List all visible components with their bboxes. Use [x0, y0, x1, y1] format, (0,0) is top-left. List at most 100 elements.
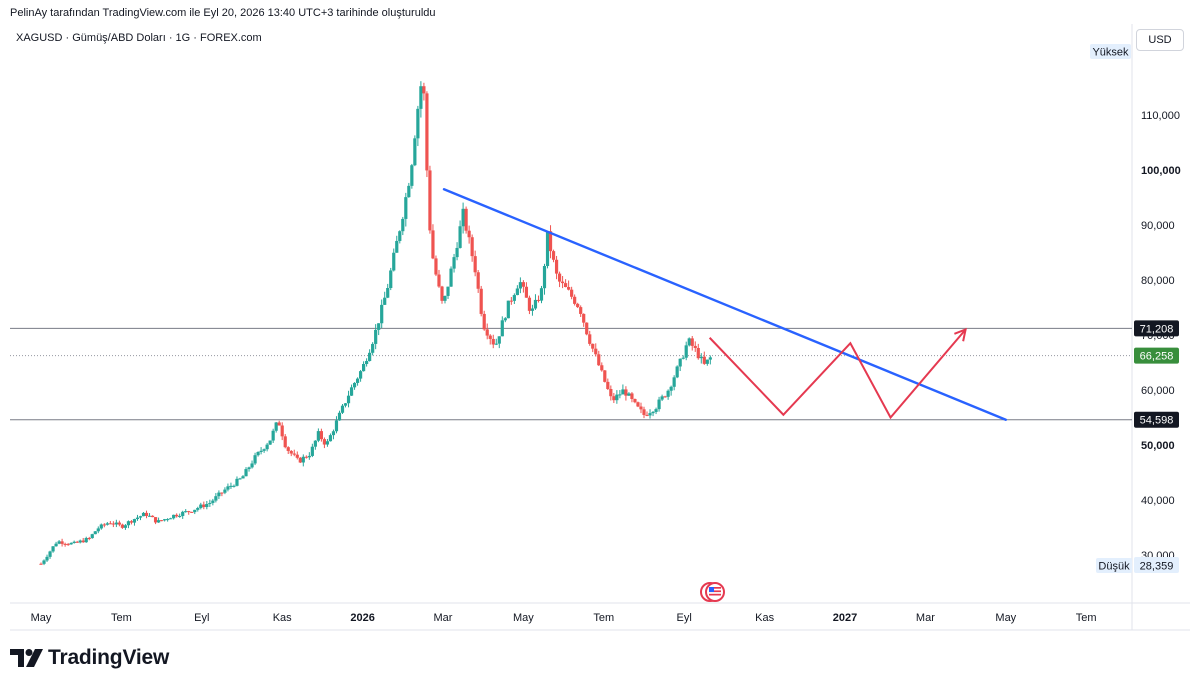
- candle-body: [585, 322, 589, 335]
- candle-body: [551, 251, 556, 260]
- candle-body: [93, 531, 97, 535]
- candle-body: [491, 338, 495, 345]
- candle-body: [624, 389, 628, 396]
- candle-body: [235, 478, 239, 486]
- candle-body: [150, 515, 155, 518]
- candle-body: [60, 541, 64, 544]
- candle-body: [331, 431, 336, 436]
- candle-body: [560, 281, 565, 284]
- candle-body: [548, 231, 553, 252]
- time-tick-label: Kas: [755, 612, 774, 624]
- candle-body: [187, 511, 191, 513]
- candle-body: [395, 240, 399, 253]
- candle-body: [223, 489, 227, 493]
- candle-body: [527, 297, 532, 311]
- candle-body: [72, 541, 76, 543]
- flag-stripe: [709, 590, 721, 593]
- candle-body: [120, 524, 125, 528]
- projection-path[interactable]: [708, 328, 967, 420]
- time-axis[interactable]: May Tem Eyl Kas 2026 Mar May Tem Eyl Kas 2027 Mar Ma…: [31, 612, 1097, 624]
- price-tick-label: 90,000: [1141, 220, 1175, 232]
- candle-body: [383, 297, 387, 305]
- flag-canton: [709, 587, 714, 592]
- time-tick-label: 2027: [833, 612, 857, 624]
- candle-body: [485, 329, 489, 336]
- candle-body: [564, 283, 568, 288]
- candle-body: [75, 541, 79, 543]
- candle-body: [241, 476, 245, 479]
- last-price-tag-bg: [1134, 347, 1179, 364]
- candle-body: [594, 348, 598, 355]
- candle-body: [645, 414, 649, 416]
- projection-arrow-head[interactable]: [954, 327, 967, 342]
- candle-body: [407, 185, 411, 198]
- tradingview-logo-text: TradingView: [48, 646, 170, 669]
- candle-body: [316, 431, 320, 441]
- candle-body: [334, 420, 339, 432]
- candle-body: [567, 287, 571, 290]
- candle-body: [307, 455, 311, 458]
- candle-body: [554, 259, 559, 274]
- candle-body: [479, 288, 483, 314]
- drawings[interactable]: [442, 188, 1007, 421]
- candle-body: [606, 381, 610, 390]
- candle-body: [87, 538, 91, 540]
- candle-body: [428, 170, 432, 231]
- candle-body: [431, 230, 435, 259]
- high-label: Yüksek: [1092, 47, 1129, 59]
- candle-body: [615, 394, 619, 401]
- currency-button[interactable]: USD: [1136, 29, 1184, 51]
- candle-body: [500, 320, 504, 337]
- time-tick-label: Tem: [1076, 612, 1097, 624]
- candle-body: [657, 399, 661, 410]
- time-tick-label: Eyl: [194, 612, 209, 624]
- candle-body: [591, 343, 595, 349]
- candle-body: [163, 519, 167, 521]
- candle-body: [437, 274, 441, 287]
- level-price-tag-1: 54,598: [1140, 415, 1174, 427]
- candle-body: [630, 393, 634, 399]
- candle-body: [141, 512, 146, 517]
- candle-body: [476, 272, 480, 289]
- candle-body: [337, 412, 342, 421]
- candle-body: [138, 516, 143, 518]
- candle-body: [576, 303, 580, 308]
- candle-body: [669, 386, 673, 391]
- candle-body: [268, 440, 272, 445]
- candle-body: [271, 430, 275, 441]
- candle-body: [524, 286, 529, 298]
- candle-body: [229, 485, 233, 487]
- symbol-title[interactable]: XAGUSD · Gümüş/ABD Doları · 1G · FOREX.c…: [16, 32, 262, 44]
- candle-body: [289, 450, 293, 454]
- candle-body: [166, 519, 170, 521]
- candle-body: [111, 523, 115, 525]
- time-tick-label: May: [995, 612, 1016, 624]
- candle-body: [48, 551, 52, 557]
- candle-body: [600, 365, 604, 371]
- flag-stripe: [709, 587, 721, 589]
- candle-body: [362, 363, 366, 372]
- candle-body: [693, 345, 697, 348]
- candle-body: [386, 288, 390, 298]
- descending-trendline[interactable]: [442, 188, 1007, 421]
- candle-body: [283, 436, 287, 448]
- candle-body: [220, 492, 224, 494]
- candle-body: [274, 422, 278, 431]
- candle-body: [404, 197, 408, 219]
- candle-body: [392, 252, 396, 271]
- candle-body: [521, 282, 525, 287]
- time-tick-label: Tem: [593, 612, 614, 624]
- candle-body: [262, 449, 266, 451]
- candle-body: [340, 405, 345, 413]
- candle-body: [401, 218, 405, 232]
- candle-body: [416, 108, 420, 139]
- low-price-bg: [1134, 557, 1179, 573]
- candle-body: [518, 282, 522, 289]
- tradingview-logo-icon: [10, 649, 43, 667]
- candle-body: [419, 86, 423, 109]
- flag-stripe: [709, 593, 721, 596]
- tradingview-logo[interactable]: TradingView: [10, 646, 169, 670]
- candle-body: [78, 540, 82, 543]
- candle-body: [446, 286, 450, 296]
